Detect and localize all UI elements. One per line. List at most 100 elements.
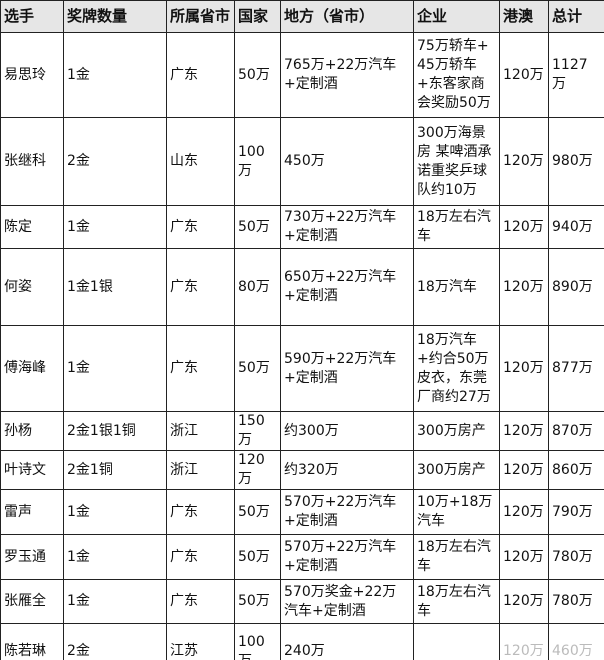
header-cell: 地方（省市） xyxy=(280,0,414,33)
table-row: 张雁全 1金 广东 50万 570万奖金+22万汽车+定制酒 18万左右汽车 120万 780… xyxy=(0,579,604,624)
table-cell: 广东 xyxy=(166,205,235,249)
table-cell: 18万汽车 xyxy=(413,248,500,326)
table-cell: 120万 xyxy=(499,205,549,249)
table-cell: 780万 xyxy=(548,534,604,580)
table-cell: 陈定 xyxy=(0,205,64,249)
table-cell: 940万 xyxy=(548,205,604,249)
header-row: 选手 奖牌数量 所属省市 国家 地方（省市） 企业 港澳 总计 xyxy=(0,0,604,33)
table-cell: 100万 xyxy=(234,623,281,660)
table-cell: 18万汽车+约合50万皮衣，东莞厂商约27万 xyxy=(413,325,500,412)
table-cell: 浙江 xyxy=(166,450,235,490)
table-cell: 浙江 xyxy=(166,411,235,451)
table-cell: 易思玲 xyxy=(0,32,64,118)
table-cell: 50万 xyxy=(234,205,281,249)
table-cell: 120万 xyxy=(499,579,549,624)
table-cell: 2金1银1铜 xyxy=(63,411,167,451)
table-row: 何姿 1金1银 广东 80万 650万+22万汽车+定制酒 18万汽车 120万 890万 xyxy=(0,248,604,326)
table-cell: 张雁全 xyxy=(0,579,64,624)
table-cell: 2金 xyxy=(63,117,167,206)
table-cell: 孙杨 xyxy=(0,411,64,451)
table-cell: 780万 xyxy=(548,579,604,624)
table-cell: 460万 xyxy=(548,623,604,660)
header-cell: 港澳 xyxy=(499,0,549,33)
table-row: 雷声 1金 广东 50万 570万+22万汽车+定制酒 10万+18万汽车 120万 790万 xyxy=(0,489,604,535)
table-row: 叶诗文 2金1铜 浙江 120万 约320万 300万房产 120万 860万 xyxy=(0,450,604,490)
header-cell: 奖牌数量 xyxy=(63,0,167,33)
table-cell: 50万 xyxy=(234,325,281,412)
table-cell: 120万 xyxy=(499,534,549,580)
table-cell: 570万+22万汽车+定制酒 xyxy=(280,489,414,535)
table-cell: 120万 xyxy=(499,411,549,451)
table-cell: 1金 xyxy=(63,534,167,580)
table-cell: 广东 xyxy=(166,534,235,580)
table-cell: 何姿 xyxy=(0,248,64,326)
table-cell: 50万 xyxy=(234,32,281,118)
table-cell: 120万 xyxy=(499,489,549,535)
header-cell: 总计 xyxy=(548,0,604,33)
table-cell: 约300万 xyxy=(280,411,414,451)
table-cell: 570万+22万汽车+定制酒 xyxy=(280,534,414,580)
table-cell: 450万 xyxy=(280,117,414,206)
table-cell: 300万房产 xyxy=(413,450,500,490)
table-cell: 18万左右汽车 xyxy=(413,205,500,249)
table-cell: 1金 xyxy=(63,205,167,249)
table-cell: 1金 xyxy=(63,489,167,535)
table-cell: 50万 xyxy=(234,579,281,624)
table-cell: 150万 xyxy=(234,411,281,451)
table-cell: 罗玉通 xyxy=(0,534,64,580)
table-cell: 广东 xyxy=(166,248,235,326)
table-cell: 1金 xyxy=(63,32,167,118)
table-cell: 傅海峰 xyxy=(0,325,64,412)
table-row: 傅海峰 1金 广东 50万 590万+22万汽车+定制酒 18万汽车+约合50万皮衣，东莞… xyxy=(0,325,604,412)
table-cell: 570万奖金+22万汽车+定制酒 xyxy=(280,579,414,624)
table-cell: 80万 xyxy=(234,248,281,326)
table-cell: 1金 xyxy=(63,325,167,412)
table-cell: 300万房产 xyxy=(413,411,500,451)
table-cell: 雷声 xyxy=(0,489,64,535)
table-cell: 叶诗文 xyxy=(0,450,64,490)
table-row: 张继科 2金 山东 100万 450万 300万海景房 某啤酒承诺重奖乒球队约10万 120… xyxy=(0,117,604,206)
table-cell: 江苏 xyxy=(166,623,235,660)
table-cell: 山东 xyxy=(166,117,235,206)
table-cell: 860万 xyxy=(548,450,604,490)
table-cell: 650万+22万汽车+定制酒 xyxy=(280,248,414,326)
table-cell: 877万 xyxy=(548,325,604,412)
table-cell: 1127万 xyxy=(548,32,604,118)
table-cell: 790万 xyxy=(548,489,604,535)
header-cell: 企业 xyxy=(413,0,500,33)
table-row: 陈定 1金 广东 50万 730万+22万汽车+定制酒 18万左右汽车 120万 940万 xyxy=(0,205,604,249)
table-cell: 18万左右汽车 xyxy=(413,534,500,580)
table-cell: 广东 xyxy=(166,325,235,412)
table-body: 易思玲 1金 广东 50万 765万+22万汽车+定制酒 75万轿车+45万轿车+东客家商… xyxy=(0,32,604,660)
table-cell: 980万 xyxy=(548,117,604,206)
table-cell: 730万+22万汽车+定制酒 xyxy=(280,205,414,249)
table-cell: 120万 xyxy=(499,450,549,490)
table-cell: 240万 xyxy=(280,623,414,660)
table-cell: 870万 xyxy=(548,411,604,451)
table-cell: 约320万 xyxy=(280,450,414,490)
table-cell: 120万 xyxy=(499,117,549,206)
table-cell: 广东 xyxy=(166,32,235,118)
table-cell: 10万+18万汽车 xyxy=(413,489,500,535)
table-cell: 广东 xyxy=(166,579,235,624)
table-cell: 1金 xyxy=(63,579,167,624)
table-cell: 2金1铜 xyxy=(63,450,167,490)
table-cell: 张继科 xyxy=(0,117,64,206)
table-cell: 120万 xyxy=(499,623,549,660)
table-cell: 765万+22万汽车+定制酒 xyxy=(280,32,414,118)
table-row: 罗玉通 1金 广东 50万 570万+22万汽车+定制酒 18万左右汽车 120万 780万 xyxy=(0,534,604,580)
table-cell: 18万左右汽车 xyxy=(413,579,500,624)
table-cell: 1金1银 xyxy=(63,248,167,326)
table-cell: 50万 xyxy=(234,489,281,535)
header-cell: 国家 xyxy=(234,0,281,33)
table-cell: 120万 xyxy=(499,248,549,326)
table-cell: 300万海景房 某啤酒承诺重奖乒球队约10万 xyxy=(413,117,500,206)
table-row: 易思玲 1金 广东 50万 765万+22万汽车+定制酒 75万轿车+45万轿车+东客家商… xyxy=(0,32,604,118)
table-cell: 广东 xyxy=(166,489,235,535)
table-cell: 陈若琳 xyxy=(0,623,64,660)
table-row: 孙杨 2金1银1铜 浙江 150万 约300万 300万房产 120万 870万 xyxy=(0,411,604,451)
table-cell: 590万+22万汽车+定制酒 xyxy=(280,325,414,412)
